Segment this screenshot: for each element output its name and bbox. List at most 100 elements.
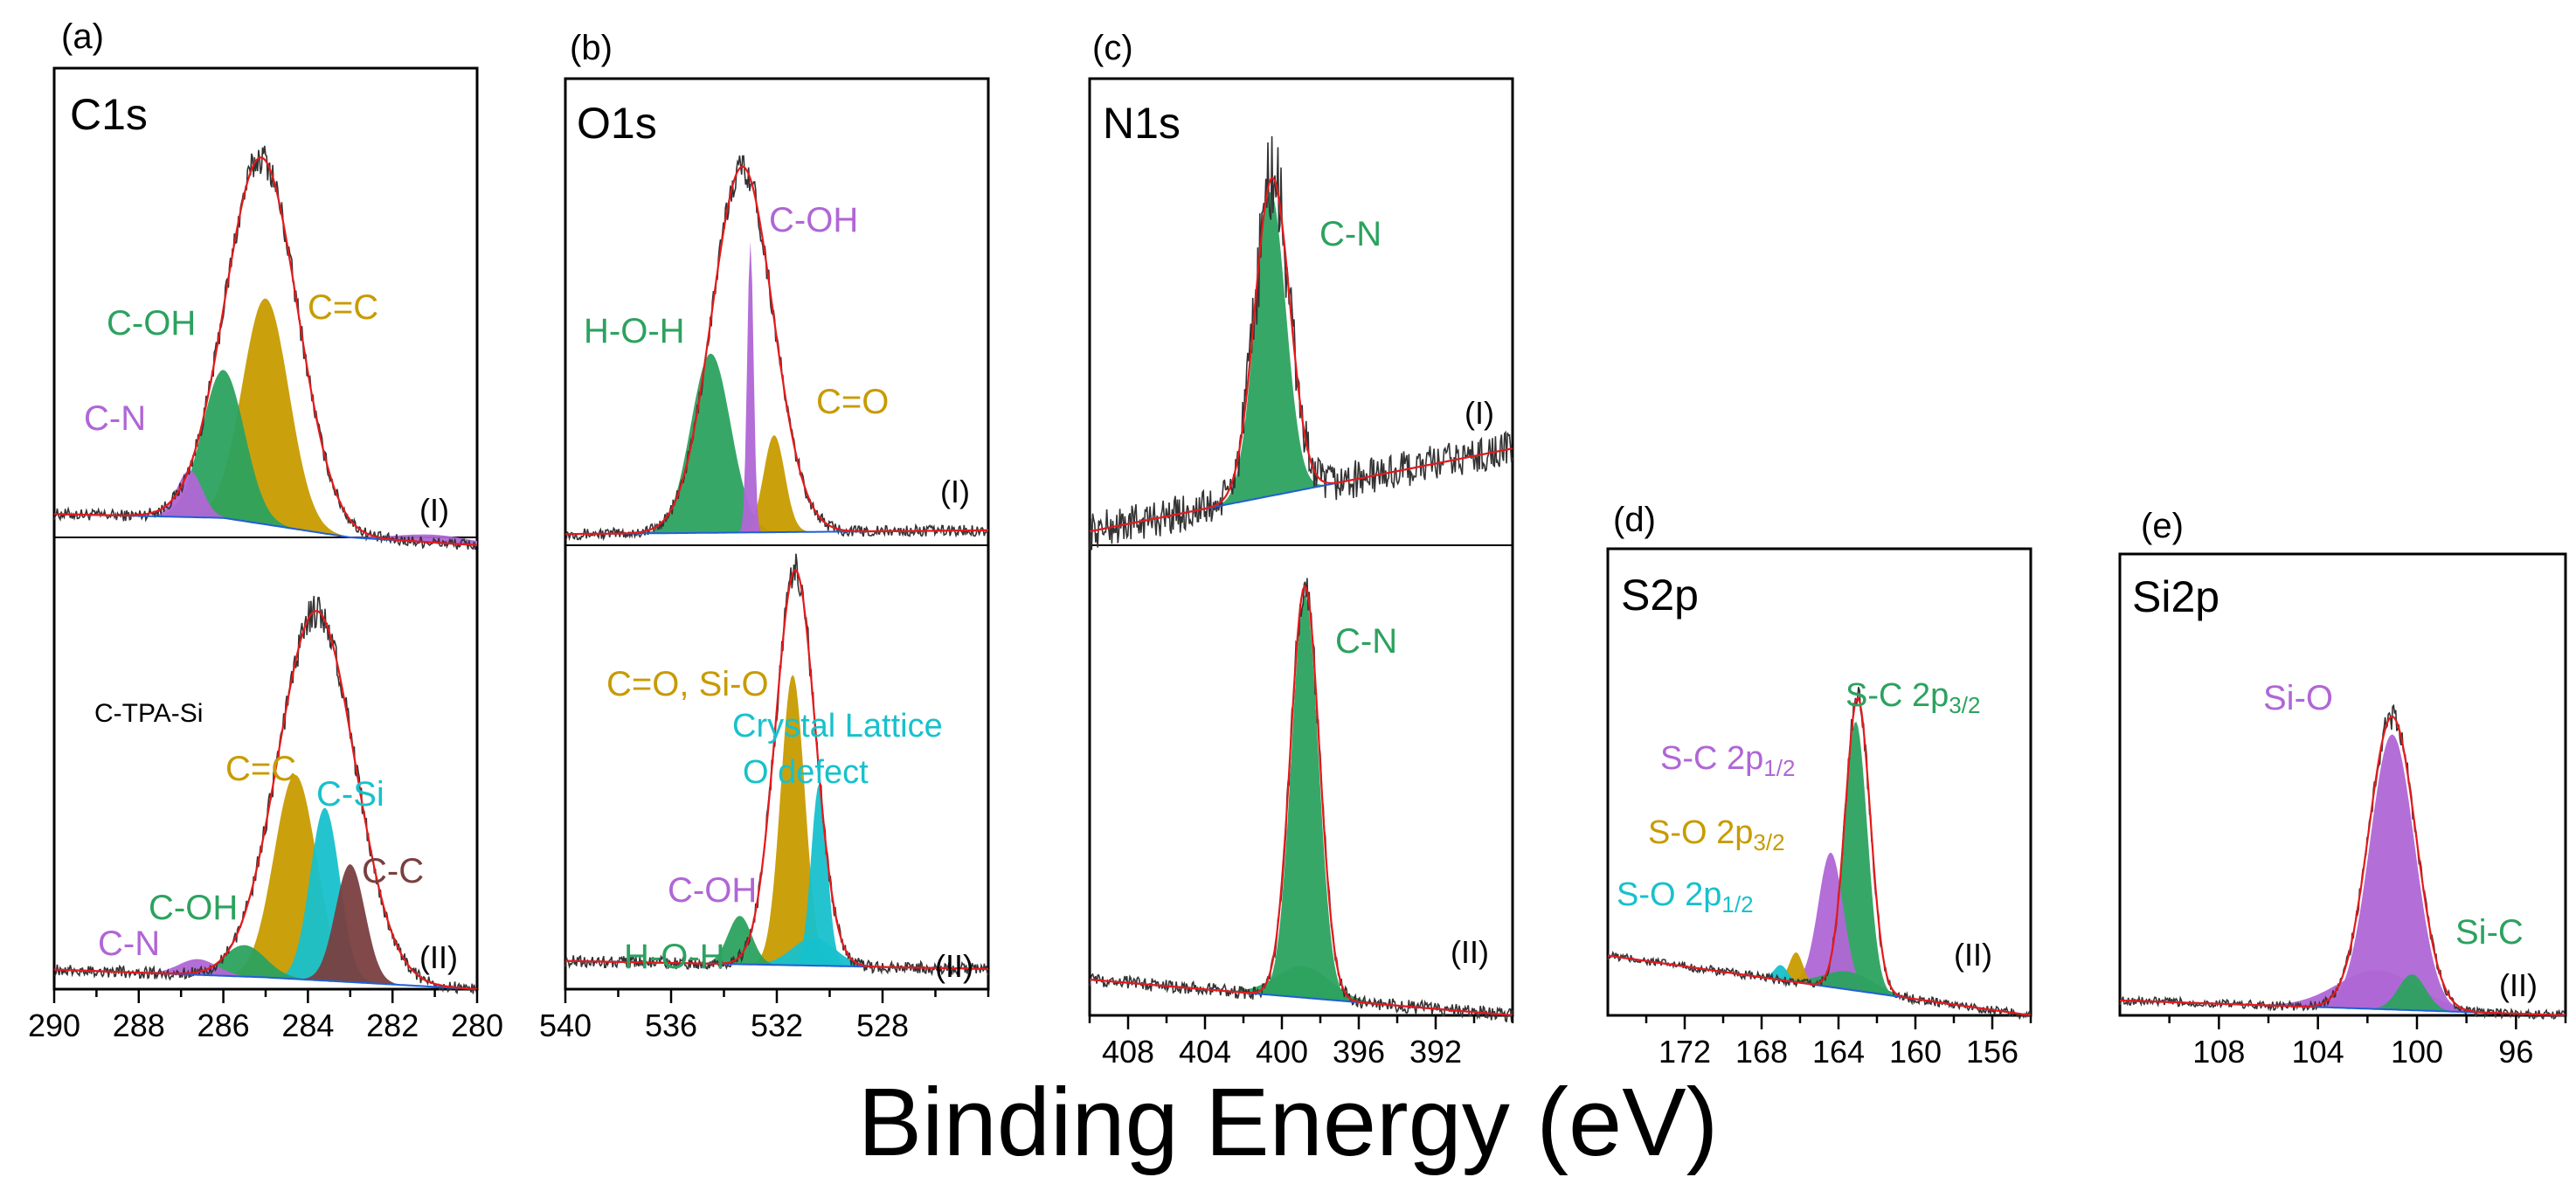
x-axis-n1s: 408 404 400 396 392 xyxy=(1088,1015,1514,1070)
subplot-label-o1s-ii: (II) xyxy=(935,948,973,984)
label-s2p-so-32: S-O 2p3/2 xyxy=(1648,814,1785,855)
envelope-2-0 xyxy=(1089,177,1513,533)
x-axis-o1s: 540 536 532 528 xyxy=(539,989,990,1043)
raw-trace-0-0 xyxy=(53,145,478,551)
peak-1-1-2 xyxy=(565,937,988,969)
subplot-label-n1s-i: (I) xyxy=(1465,395,1494,431)
label-o1s-ii-coh: C-OH xyxy=(668,871,757,910)
x-axis-c1s: 290 288 286 284 282 280 xyxy=(28,989,503,1043)
panel-d-label: (d) xyxy=(1613,501,1656,539)
label-o1s-i-coh: C-OH xyxy=(769,201,858,239)
peak-0-1-3 xyxy=(54,945,477,989)
peak-1-1-0 xyxy=(565,675,988,969)
panel-c-title: N1s xyxy=(1103,99,1181,148)
label-o1s-i-co: C=O xyxy=(816,383,889,421)
peak-0-0-0 xyxy=(54,298,477,545)
x-tick-label-3-2: 164 xyxy=(1812,1034,1865,1070)
x-tick-label-0-3: 284 xyxy=(281,1008,334,1043)
label-c1s-ii-c-c: C-C xyxy=(362,852,424,890)
panel-c-label: (c) xyxy=(1092,29,1133,67)
envelope-3-0 xyxy=(1607,696,2032,1017)
peak-3-0-1 xyxy=(1608,852,2031,1015)
subplot-label-s2p-ii: (II) xyxy=(1954,937,1992,973)
x-tick-label-0-4: 282 xyxy=(366,1008,419,1043)
label-o1s-i-hoh: H-O-H xyxy=(584,312,685,350)
plot-s2p-ii xyxy=(1607,687,2032,1021)
peak-2-1-1 xyxy=(1090,966,1513,1015)
x-tick-label-1-0: 540 xyxy=(539,1008,592,1043)
subplot-label-c1s-i: (I) xyxy=(419,492,449,528)
subplot-label-si2p-ii: (II) xyxy=(2499,967,2538,1003)
plot-o1s-ii xyxy=(564,553,989,977)
peak-2-1-0 xyxy=(1090,594,1513,1015)
label-n1s-i-cn: C-N xyxy=(1319,215,1381,253)
panel-b-label: (b) xyxy=(570,29,613,67)
panel-b-title: O1s xyxy=(577,99,657,148)
x-tick-label-3-1: 168 xyxy=(1735,1034,1788,1070)
x-tick-label-3-3: 160 xyxy=(1889,1034,1942,1070)
label-s2p-sc-32: S-C 2p3/2 xyxy=(1845,677,1980,718)
x-tick-label-1-2: 532 xyxy=(751,1008,803,1043)
peak-4-0-1 xyxy=(2120,970,2566,1015)
x-axis-title: Binding Energy (eV) xyxy=(858,1069,1718,1176)
peak-1-0-1 xyxy=(565,435,988,535)
panel-b-o1s: (b) O1s (I) (II) H-O-H C=O C-OH C=O, Si-… xyxy=(539,29,990,1043)
panel-e-frame xyxy=(2118,552,2567,1017)
label-c1s-i-cc: C=C xyxy=(308,288,378,327)
x-tick-label-0-5: 280 xyxy=(451,1008,503,1043)
x-tick-label-2-0: 408 xyxy=(1102,1034,1154,1070)
panel-d-frame xyxy=(1606,547,2032,1017)
subplot-label-c1s-ii: (II) xyxy=(419,939,458,975)
panel-e-label: (e) xyxy=(2141,507,2184,545)
panel-e-si2p: (e) Si2p (II) Si-O Si-C 108 104 100 96 xyxy=(2118,507,2567,1070)
label-c1s-ii-csi: C-Si xyxy=(316,775,384,814)
x-tick-label-3-0: 172 xyxy=(1658,1034,1711,1070)
x-tick-label-2-3: 396 xyxy=(1333,1034,1385,1070)
x-tick-label-4-2: 100 xyxy=(2391,1034,2443,1070)
x-axis-si2p: 108 104 100 96 xyxy=(2168,1015,2567,1070)
plot-n1s-i xyxy=(1089,135,1513,551)
peak-0-0-1 xyxy=(54,370,477,545)
x-tick-label-4-3: 96 xyxy=(2498,1034,2533,1070)
label-si2p-sic: Si-C xyxy=(2455,913,2524,952)
panel-c-n1s: (c) N1s (I) (II) C-N C-N 408 404 400 396 392 xyxy=(1088,29,1514,1070)
plot-c1s-ii xyxy=(53,595,478,995)
panel-d-title: S2p xyxy=(1621,571,1699,620)
x-tick-label-4-0: 108 xyxy=(2192,1034,2245,1070)
envelope-1-0 xyxy=(565,165,988,536)
label-o1s-ii-lattice-1: Crystal Lattice xyxy=(732,708,943,744)
x-tick-label-0-1: 288 xyxy=(113,1008,165,1043)
envelope-4-0 xyxy=(2119,715,2566,1017)
peak-0-1-2 xyxy=(54,864,477,989)
x-tick-label-0-0: 290 xyxy=(28,1008,80,1043)
subplot-label-n1s-ii: (II) xyxy=(1451,934,1489,970)
envelope-0-0 xyxy=(53,156,478,546)
envelope-1-1 xyxy=(565,569,988,970)
peak-0-1-0 xyxy=(54,774,477,989)
panel-d-s2p: (d) S2p (II) S-C 2p3/2 S-C 2p1/2 S-O 2p3… xyxy=(1606,501,2032,1070)
label-c1s-i-coh: C-OH xyxy=(107,304,196,343)
x-tick-label-3-4: 156 xyxy=(1966,1034,2019,1070)
x-tick-label-1-1: 536 xyxy=(645,1008,697,1043)
subplot-label-o1s-i: (I) xyxy=(940,474,970,509)
x-axis-s2p: 172 168 164 160 156 xyxy=(1645,1015,2032,1070)
envelope-2-1 xyxy=(1089,584,1513,1017)
panel-a-title: C1s xyxy=(70,90,148,139)
sample-note: C-TPA-Si xyxy=(94,699,203,728)
label-n1s-ii-cn: C-N xyxy=(1335,622,1397,661)
panel-a-label: (a) xyxy=(61,17,104,56)
label-o1s-ii-lattice-2: O defect xyxy=(743,754,869,791)
plot-c1s-i xyxy=(53,145,478,551)
label-c1s-i-cn: C-N xyxy=(84,399,146,438)
label-s2p-sc-12: S-C 2p1/2 xyxy=(1660,740,1795,781)
label-s2p-so-12: S-O 2p1/2 xyxy=(1617,876,1754,918)
plot-si2p-ii xyxy=(2119,703,2566,1020)
envelope-0-1 xyxy=(53,610,478,990)
label-c1s-ii-cc: C=C xyxy=(225,750,296,788)
label-c1s-ii-coh: C-OH xyxy=(149,889,238,927)
x-tick-label-2-1: 404 xyxy=(1179,1034,1231,1070)
label-o1s-ii-co-sio: C=O, Si-O xyxy=(606,665,769,703)
plot-n1s-ii xyxy=(1089,578,1513,1023)
peak-0-0-3 xyxy=(54,514,477,545)
